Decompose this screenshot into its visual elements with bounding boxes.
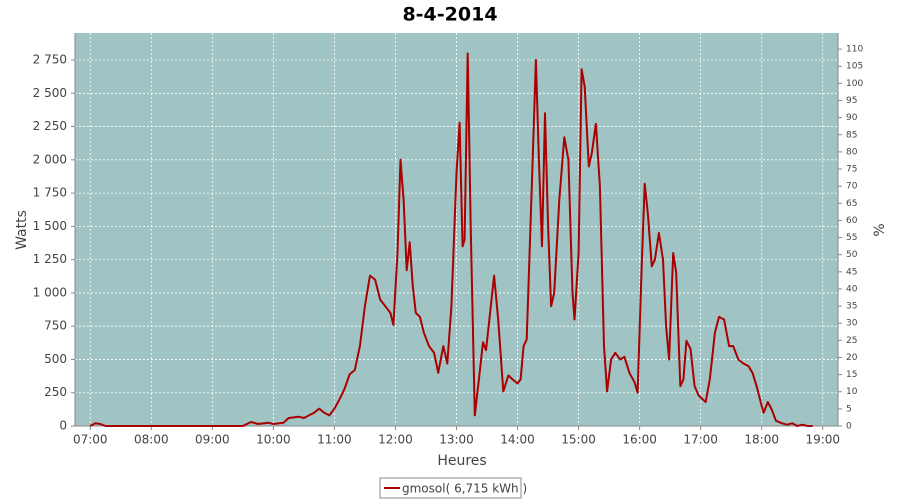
y-tick-label: 1 000 <box>33 285 67 299</box>
x-tick-label: 15:00 <box>561 433 596 447</box>
y2-tick-label: 45 <box>846 267 857 277</box>
y2-tick-label: 50 <box>846 250 858 260</box>
y-tick-label: 2 500 <box>33 86 67 100</box>
y-tick-label: 250 <box>44 385 67 399</box>
y2-tick-label: 5 <box>846 404 852 414</box>
x-tick-label: 08:00 <box>134 433 169 447</box>
y2-tick-label: 60 <box>846 216 858 226</box>
legend-box <box>379 477 522 499</box>
y2-tick-label: 40 <box>846 284 858 294</box>
y2-tick-label: 20 <box>846 353 858 363</box>
y-tick-label: 1 750 <box>33 186 67 200</box>
x-tick-label: 14:00 <box>500 433 535 447</box>
y2-tick-label: 85 <box>846 130 857 140</box>
x-tick-label: 19:00 <box>805 433 840 447</box>
data-line <box>89 52 813 427</box>
y2-axis-title: % <box>872 223 888 236</box>
x-tick-label: 10:00 <box>256 433 291 447</box>
y2-tick-label: 95 <box>846 96 857 106</box>
x-axis-title: Heures <box>437 453 486 469</box>
x-tick-label: 11:00 <box>317 433 352 447</box>
x-tick-label: 07:00 <box>73 433 108 447</box>
y2-tick-label: 70 <box>846 182 858 192</box>
y2-tick-label: 110 <box>846 45 863 55</box>
y-tick-label: 1 500 <box>33 219 67 233</box>
y2-tick-label: 35 <box>846 302 857 312</box>
y2-tick-label: 10 <box>846 387 858 397</box>
y2-tick-label: 105 <box>846 62 863 72</box>
y2-tick-label: 55 <box>846 233 857 243</box>
y-tick-label: 500 <box>44 352 67 366</box>
y2-tick-label: 25 <box>846 336 857 346</box>
y2-tick-label: 0 <box>846 422 852 432</box>
x-tick-label: 12:00 <box>378 433 413 447</box>
y2-tick-label: 80 <box>846 147 858 157</box>
x-tick-label: 18:00 <box>744 433 779 447</box>
y-tick-label: 1 250 <box>33 252 67 266</box>
x-tick-label: 09:00 <box>195 433 230 447</box>
y-tick-label: 2 750 <box>33 53 67 67</box>
y2-tick-label: 75 <box>846 165 857 175</box>
x-tick-label: 13:00 <box>439 433 474 447</box>
x-tick-label: 16:00 <box>622 433 657 447</box>
y-tick-label: 750 <box>44 319 67 333</box>
y2-tick-label: 100 <box>846 79 863 89</box>
y2-tick-label: 65 <box>846 199 857 209</box>
legend-label: gmosol( 6,715 kWh ) <box>402 482 527 496</box>
y-tick-label: 2 000 <box>33 152 67 166</box>
y2-tick-label: 90 <box>846 113 858 123</box>
x-tick-label: 17:00 <box>683 433 718 447</box>
y2-tick-label: 30 <box>846 319 858 329</box>
y-tick-label: 0 <box>59 419 67 433</box>
y-axis-title: Watts <box>14 210 30 250</box>
y2-tick-label: 15 <box>846 370 857 380</box>
y-tick-label: 2 250 <box>33 119 67 133</box>
chart-title: 8-4-2014 <box>402 4 497 26</box>
